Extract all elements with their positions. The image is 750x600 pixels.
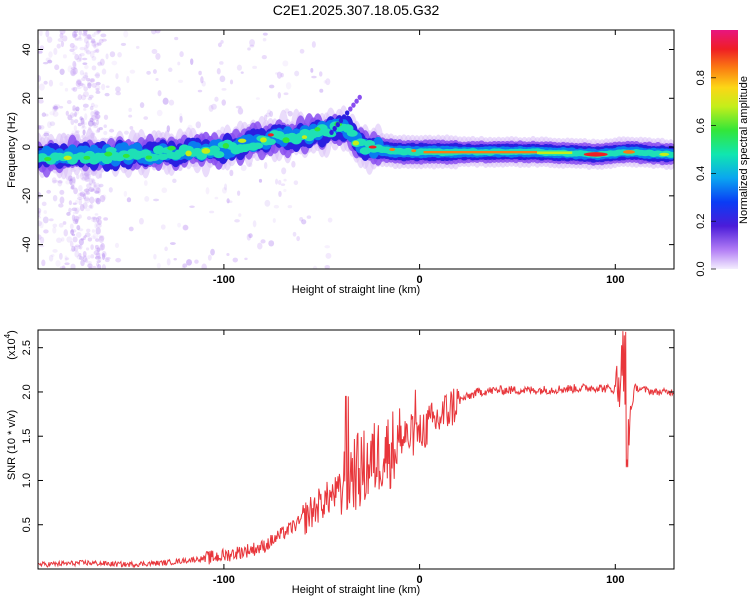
snr-y-multiplier: (x104)	[3, 330, 18, 360]
colorbar-tick-label: 0.0	[695, 261, 707, 276]
snr-y-label: SNR (10 * v/v)	[6, 410, 18, 480]
snr-x-ticks: -100 0 100	[213, 330, 624, 586]
snr-panel: -100 0 100 0.5 1.0 1.5 2.0 2.5 Height of strai…	[3, 329, 675, 596]
spec-y-tick-label: 0	[21, 144, 33, 150]
snr-frame	[37, 329, 675, 570]
spec-y-tick-label: -40	[21, 237, 33, 253]
colorbar: 0.0 0.2 0.4 0.6 0.8 Normalized spectral ampl…	[695, 30, 750, 277]
spectrogram-panel: -100 0 100 -40 -20 0 20 40 Height of straight …	[6, 29, 675, 296]
snr-y-tick-label: 2.5	[21, 340, 33, 355]
snr-x-label: Height of straight line (km)	[292, 584, 420, 596]
snr-multiplier-base: (x10	[6, 338, 18, 359]
spectrogram-y-label: Frequency (Hz)	[6, 112, 18, 188]
snr-x-tick-label: -100	[213, 574, 235, 586]
snr-y-ticks: 0.5 1.0 1.5 2.0 2.5	[21, 340, 674, 532]
snr-x-tick-label: 0	[417, 574, 423, 586]
spec-y-tick-label: 20	[21, 92, 33, 104]
spectrogram-streak	[329, 94, 362, 136]
spec-x-tick-label: 100	[606, 274, 624, 286]
snr-y-tick-label: 0.5	[21, 517, 33, 532]
spectrogram-y-ticks: -40 -20 0 20 40	[21, 43, 674, 253]
colorbar-ticks: 0.0 0.2 0.4 0.6 0.8	[695, 70, 716, 277]
snr-y-tick-label: 1.5	[21, 429, 33, 444]
spec-x-tick-label: -100	[213, 274, 235, 286]
spectrogram-x-label: Height of straight line (km)	[292, 284, 420, 296]
snr-multiplier-exp: 4	[3, 333, 12, 338]
spec-y-tick-label: -20	[21, 188, 33, 204]
spec-x-tick-label: 0	[417, 274, 423, 286]
snr-y-tick-label: 2.0	[21, 384, 33, 399]
snr-y-tick-label: 1.0	[21, 473, 33, 488]
svg-text:(x104): (x104)	[3, 330, 18, 360]
spectrogram-x-ticks: -100 0 100	[213, 30, 624, 286]
colorbar-tick-label: 0.2	[695, 214, 707, 229]
colorbar-gradient	[711, 30, 738, 269]
spectrogram-hotspots	[44, 121, 670, 162]
figure-title: C2E1.2025.307.18.05.G32	[273, 2, 440, 18]
colorbar-tick-label: 0.6	[695, 118, 707, 133]
spectrogram-frame	[37, 29, 675, 270]
spectrogram-image	[38, 30, 674, 269]
colorbar-label: Normalized spectral amplitude	[738, 76, 750, 224]
spectrogram-ridge	[38, 105, 674, 181]
colorbar-tick-label: 0.4	[695, 166, 707, 181]
spec-y-tick-label: 40	[21, 43, 33, 55]
snr-series-line	[38, 331, 674, 569]
colorbar-tick-label: 0.8	[695, 70, 707, 85]
snr-x-tick-label: 100	[606, 574, 624, 586]
